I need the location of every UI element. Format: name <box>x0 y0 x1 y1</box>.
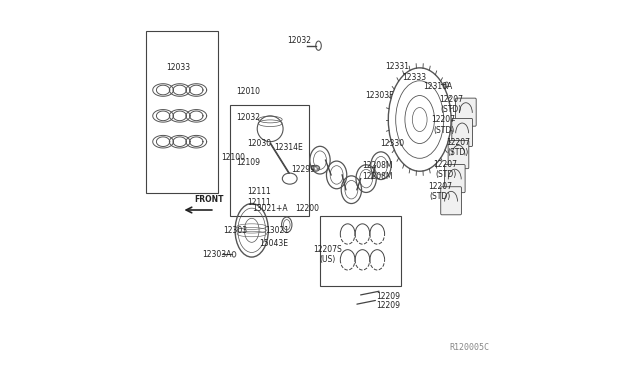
Text: FRONT: FRONT <box>195 195 224 205</box>
FancyBboxPatch shape <box>452 118 472 147</box>
Text: 13021: 13021 <box>266 226 289 235</box>
Text: 12209: 12209 <box>376 292 400 301</box>
FancyBboxPatch shape <box>441 187 461 215</box>
Text: 12207S
(US): 12207S (US) <box>313 245 342 264</box>
Text: 12299: 12299 <box>291 165 316 174</box>
Bar <box>147 31 218 193</box>
Text: 13021+A: 13021+A <box>252 203 288 213</box>
Bar <box>320 215 401 286</box>
Text: 12207
(STD): 12207 (STD) <box>439 95 463 115</box>
Text: 12109: 12109 <box>236 157 260 167</box>
Text: 12208M: 12208M <box>362 172 392 181</box>
Text: 12303: 12303 <box>223 226 247 235</box>
Bar <box>230 105 309 215</box>
Text: 12207
(STD): 12207 (STD) <box>432 115 456 135</box>
Text: 12111: 12111 <box>247 187 271 196</box>
FancyBboxPatch shape <box>456 98 476 126</box>
Text: 12033: 12033 <box>166 63 190 72</box>
Text: 15043E: 15043E <box>259 239 289 248</box>
Text: 12010: 12010 <box>236 87 260 96</box>
Text: 12207
(STD): 12207 (STD) <box>447 138 470 157</box>
Text: 12032: 12032 <box>288 36 312 45</box>
Text: 12331: 12331 <box>385 61 410 71</box>
Text: 12310A: 12310A <box>424 82 452 91</box>
Text: R120005C: R120005C <box>450 343 490 352</box>
Text: 12303F: 12303F <box>365 91 394 100</box>
Text: 12303A: 12303A <box>202 250 231 259</box>
Text: 12208M: 12208M <box>362 161 392 170</box>
Text: 12111: 12111 <box>247 198 271 207</box>
Text: 12330: 12330 <box>380 139 404 148</box>
Text: 12030: 12030 <box>247 139 271 148</box>
Text: 12209: 12209 <box>376 301 400 311</box>
Text: 12333: 12333 <box>402 73 426 81</box>
Text: 12207
(STD): 12207 (STD) <box>433 160 458 179</box>
FancyBboxPatch shape <box>444 164 465 193</box>
Text: 12032: 12032 <box>236 113 260 122</box>
Text: 12314E: 12314E <box>275 143 303 152</box>
Text: 12100: 12100 <box>221 153 245 162</box>
Text: 12200: 12200 <box>295 203 319 213</box>
FancyBboxPatch shape <box>448 141 468 169</box>
Text: 12207
(STD): 12207 (STD) <box>428 182 452 201</box>
